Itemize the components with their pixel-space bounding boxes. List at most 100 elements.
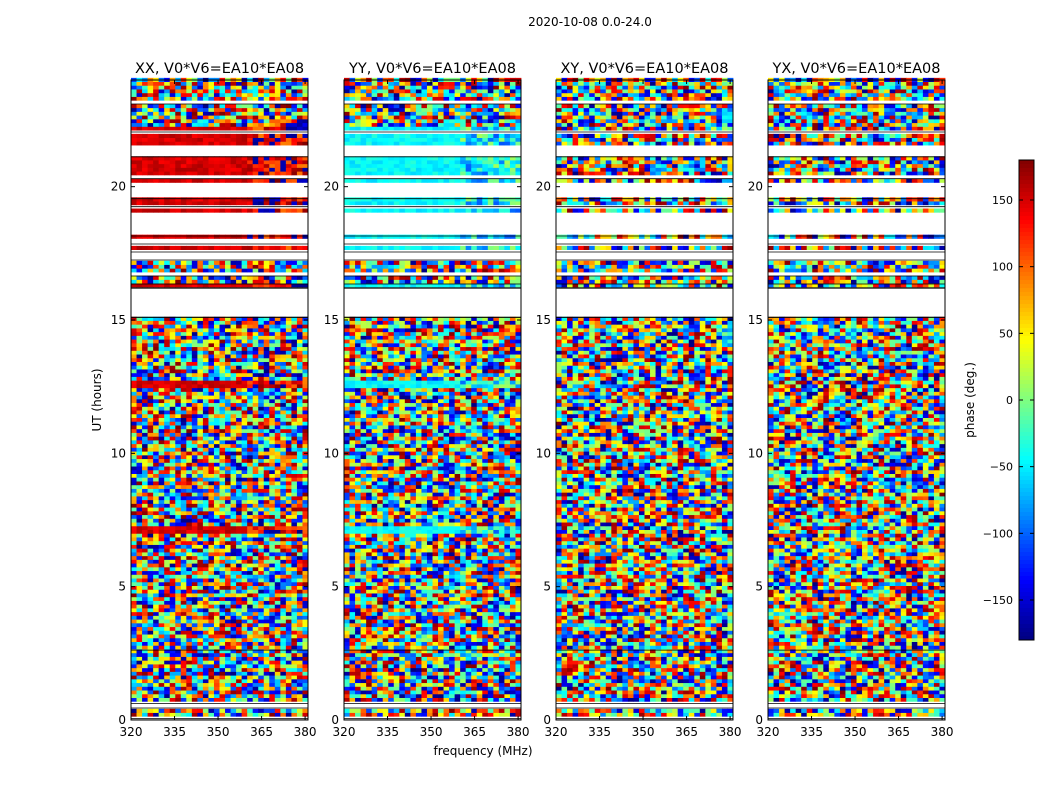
heatmap-cell <box>159 429 165 433</box>
heatmap-cell <box>231 485 237 489</box>
heatmap-cell <box>258 324 264 328</box>
heatmap-cell <box>192 612 198 616</box>
heatmap-cell <box>137 642 143 646</box>
heatmap-cell <box>220 444 226 448</box>
heatmap-cell <box>275 526 281 530</box>
heatmap-cell <box>137 649 143 653</box>
heatmap-cell <box>186 615 192 619</box>
heatmap-cell <box>164 421 170 425</box>
heatmap-cell <box>131 235 137 239</box>
heatmap-cell <box>203 380 209 384</box>
heatmap-cell <box>471 686 477 690</box>
heatmap-cell <box>242 455 248 459</box>
heatmap-cell <box>225 556 231 560</box>
heatmap-cell <box>410 649 416 653</box>
heatmap-cell <box>131 328 137 332</box>
heatmap-cell <box>242 268 248 272</box>
heatmap-cell <box>236 597 242 601</box>
heatmap-cell <box>137 93 143 97</box>
heatmap-cell <box>214 104 220 108</box>
heatmap-cell <box>142 530 148 534</box>
heatmap-cell <box>236 533 242 537</box>
heatmap-cell <box>433 660 439 664</box>
heatmap-cell <box>242 429 248 433</box>
heatmap-cell <box>175 384 181 388</box>
heatmap-cell <box>197 634 203 638</box>
heatmap-cell <box>247 671 253 675</box>
heatmap-cell <box>242 328 248 332</box>
heatmap-cell <box>153 104 159 108</box>
heatmap-cell <box>220 451 226 455</box>
heatmap-cell <box>297 343 303 347</box>
heatmap-cell <box>192 321 198 325</box>
heatmap-cell <box>148 399 154 403</box>
heatmap-cell <box>269 388 275 392</box>
heatmap-cell <box>286 425 292 429</box>
heatmap-cell <box>170 373 176 377</box>
heatmap-cell <box>186 440 192 444</box>
heatmap-cell <box>280 384 286 388</box>
heatmap-cell <box>280 668 286 672</box>
heatmap-cell <box>258 623 264 627</box>
figure-suptitle: 2020-10-08 0.0-24.0 <box>528 15 652 29</box>
heatmap-cell <box>236 421 242 425</box>
heatmap-cell <box>131 608 137 612</box>
heatmap-cell <box>197 500 203 504</box>
heatmap-cell <box>471 664 477 668</box>
heatmap-cell <box>297 332 303 336</box>
heatmap-cell <box>208 111 214 115</box>
heatmap-cell <box>264 582 270 586</box>
heatmap-cell <box>203 627 209 631</box>
heatmap-cell <box>214 675 220 679</box>
heatmap-cell <box>186 589 192 593</box>
heatmap-cell <box>377 698 383 702</box>
heatmap-cell <box>197 537 203 541</box>
heatmap-cell <box>192 365 198 369</box>
heatmap-cell <box>275 388 281 392</box>
heatmap-cell <box>148 507 154 511</box>
heatmap-cell <box>247 455 253 459</box>
heatmap-cell <box>225 657 231 661</box>
heatmap-cell <box>131 347 137 351</box>
heatmap-cell <box>192 197 198 201</box>
heatmap-cell <box>186 377 192 381</box>
heatmap-cell <box>170 111 176 115</box>
heatmap-cell <box>192 410 198 414</box>
heatmap-cell <box>148 578 154 582</box>
heatmap-cell <box>164 141 170 145</box>
heatmap-cell <box>170 350 176 354</box>
heatmap-cell <box>242 533 248 537</box>
heatmap-cell <box>181 201 187 205</box>
heatmap-cell <box>236 350 242 354</box>
heatmap-cell <box>493 668 499 672</box>
heatmap-cell <box>181 664 187 668</box>
heatmap-cell <box>192 556 198 560</box>
heatmap-cell <box>388 698 394 702</box>
heatmap-cell <box>214 586 220 590</box>
heatmap-cell <box>242 563 248 567</box>
heatmap-cell <box>242 123 248 127</box>
heatmap-cell <box>137 653 143 657</box>
heatmap-cell <box>159 171 165 175</box>
heatmap-cell <box>192 414 198 418</box>
heatmap-cell <box>137 615 143 619</box>
heatmap-cell <box>203 474 209 478</box>
heatmap-cell <box>297 459 303 463</box>
heatmap-cell <box>394 671 400 675</box>
heatmap-cell <box>192 328 198 332</box>
heatmap-cell <box>142 545 148 549</box>
heatmap-cell <box>355 671 361 675</box>
heatmap-cell <box>247 638 253 642</box>
heatmap-cell <box>214 489 220 493</box>
heatmap-cell <box>280 321 286 325</box>
heatmap-cell <box>131 440 137 444</box>
heatmap-cell <box>142 265 148 269</box>
heatmap-cell <box>286 679 292 683</box>
heatmap-cell <box>242 171 248 175</box>
heatmap-cell <box>236 541 242 545</box>
heatmap-cell <box>361 683 367 687</box>
heatmap-cell <box>510 679 516 683</box>
heatmap-cell <box>280 82 286 86</box>
heatmap-cell <box>275 82 281 86</box>
heatmap-cell <box>399 649 405 653</box>
